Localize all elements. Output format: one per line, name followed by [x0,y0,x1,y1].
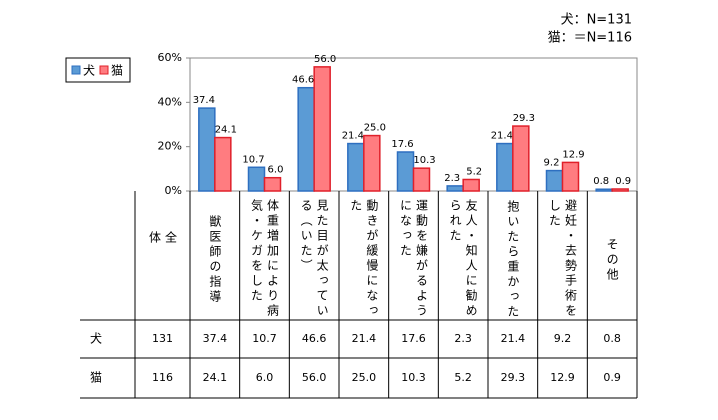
legend-swatch [71,65,81,75]
table-cell: 21.4 [352,332,377,345]
bar [313,66,331,192]
table-cell: 0.8 [603,332,621,345]
value-label: 0.9 [615,176,631,187]
bar [396,151,415,192]
value-label: 2.3 [444,173,460,184]
table-cell: 29.3 [501,371,526,384]
table-header: 見た目が太っている（いた） [299,199,330,319]
bar [247,166,266,192]
table-cell: 2.3 [454,332,472,345]
bar [446,185,464,192]
value-label: 12.9 [562,149,584,160]
value-label: 0.8 [593,176,609,187]
legend-swatch [99,65,109,75]
table-cell: 21.4 [501,332,526,345]
value-label: 17.6 [391,139,413,150]
table-cell: 56.0 [302,371,327,384]
table-header: 友人・知人に勧められた [448,199,479,319]
value-label: 5.2 [466,166,482,177]
y-tick-label: 60% [158,51,182,64]
bar [214,136,232,192]
table-cell: 116 [152,371,173,384]
table-header: 抱いたら重かった [505,200,520,320]
table-header: 獣医師の指導 [207,215,222,305]
value-label: 46.6 [292,75,314,86]
table-header: 全体 [147,231,178,263]
legend-label: 猫 [111,64,123,78]
table-cell: 17.6 [401,332,426,345]
table-header: その他 [605,237,620,283]
table-cell: 12.9 [550,371,575,384]
bar [496,142,514,192]
row-label: 猫 [90,371,102,385]
table-header: 運動を嫌がるようになった [398,199,429,319]
bar [347,142,365,192]
table-cell: 10.7 [252,332,277,345]
value-label: 56.0 [314,54,336,65]
bar [198,107,216,192]
y-tick-label: 0% [165,184,182,197]
bar [512,125,530,192]
table-cell: 24.1 [203,371,228,384]
table-header: 避妊・去勢手術をした [547,199,578,319]
bar [462,178,480,192]
value-label: 24.1 [215,125,237,136]
value-label: 29.3 [513,113,535,124]
bar [363,134,381,192]
table-cell: 46.6 [302,332,327,345]
value-label: 10.7 [242,154,264,165]
row-label: 犬 [90,332,102,346]
table-cell: 131 [152,332,173,345]
table-cell: 10.3 [401,371,426,384]
y-tick-label: 20% [158,140,182,153]
legend-label: 犬 [83,64,95,78]
value-label: 9.2 [544,158,560,169]
value-label: 6.0 [268,165,284,176]
value-label: 10.3 [413,155,435,166]
table-header: 動きが緩慢になった [348,199,379,319]
note: 犬：N=131 [561,13,632,28]
bar [611,188,629,192]
table-cell: 0.9 [603,371,621,384]
bar [263,176,282,192]
value-label: 37.4 [193,95,215,106]
table-header: 体重増加により病気・ケガをした [249,199,280,319]
table-cell: 6.0 [256,371,274,384]
note: 猫：＝N=116 [548,31,632,46]
bar [297,86,315,192]
table-cell: 25.0 [352,371,377,384]
y-tick-label: 40% [158,95,182,108]
table-cell: 9.2 [554,332,572,345]
value-label: 21.4 [491,131,513,142]
value-label: 21.4 [342,131,364,142]
value-label: 25.0 [364,123,386,134]
bar [545,169,564,192]
table-cell: 5.2 [454,371,472,384]
bar [412,167,431,192]
table-cell: 37.4 [203,332,228,345]
bar [561,161,580,192]
bar [595,188,613,192]
